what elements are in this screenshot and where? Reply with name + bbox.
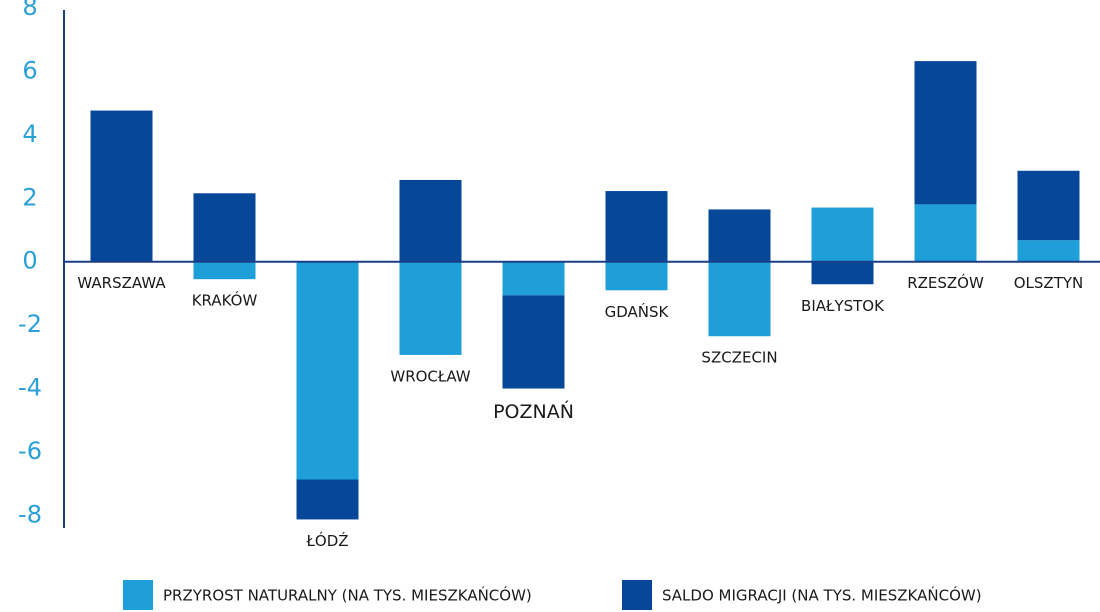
x-tick-label: RZESZÓW xyxy=(907,273,984,292)
y-tick-label: 4 xyxy=(22,120,37,148)
x-tick-label: ŁÓDŹ xyxy=(305,531,348,550)
bar-segment xyxy=(1017,240,1080,262)
bar-segment xyxy=(914,61,977,205)
x-tick-label: OLSZTYN xyxy=(1014,274,1084,292)
bar-segment xyxy=(605,191,668,262)
x-tick-label: KRAKÓW xyxy=(192,291,258,310)
legend-label: PRZYROST NATURALNY (NA TYS. MIESZKAŃCÓW) xyxy=(163,586,532,605)
bar-segment xyxy=(193,193,256,262)
legend-swatch xyxy=(622,580,652,610)
y-tick-label: 8 xyxy=(22,0,37,21)
x-tick-label: BIAŁYSTOK xyxy=(801,297,885,315)
y-tick-label: -4 xyxy=(18,374,42,402)
y-tick-label: 0 xyxy=(22,247,37,275)
bar-segment xyxy=(708,261,771,337)
bar-segment xyxy=(399,179,462,262)
x-tick-label: SZCZECIN xyxy=(701,349,777,367)
bar-segment xyxy=(502,295,565,389)
bar-segment xyxy=(811,261,874,285)
legend-label: SALDO MIGRACJI (NA TYS. MIESZKAŃCÓW) xyxy=(662,586,982,605)
y-tick-label: 2 xyxy=(22,183,37,211)
bar-segment xyxy=(605,261,668,291)
x-tick-label: WARSZAWA xyxy=(77,274,166,292)
x-tick-label: WROCŁAW xyxy=(390,367,470,385)
y-tick-label: -2 xyxy=(18,310,42,338)
y-tick-label: -6 xyxy=(18,437,42,465)
x-tick-label: GDAŃSK xyxy=(605,302,670,321)
bar-segment xyxy=(811,207,874,262)
bar-segment xyxy=(296,261,359,480)
y-tick-label: -8 xyxy=(18,500,42,528)
x-tick-label: POZNAŃ xyxy=(493,400,574,423)
bar-segment xyxy=(193,261,256,280)
y-tick-label: 6 xyxy=(22,57,37,85)
bar-segment xyxy=(708,209,771,262)
bar-segment xyxy=(1017,170,1080,241)
bar-segment xyxy=(399,261,462,355)
bar-segment xyxy=(502,261,565,296)
legend-swatch xyxy=(123,580,153,610)
bar-segment xyxy=(90,110,153,262)
bar-segment xyxy=(914,204,977,262)
bar-segment xyxy=(296,479,359,520)
